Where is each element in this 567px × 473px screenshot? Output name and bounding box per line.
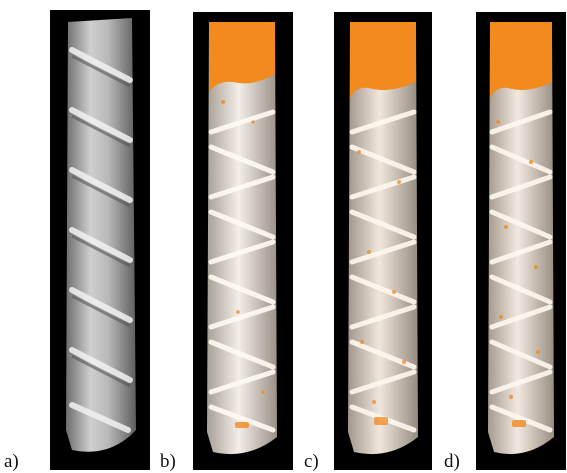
rebar-overlay-render-d bbox=[488, 22, 554, 455]
panel-c-label: c) bbox=[304, 451, 319, 472]
rebar-grayscale-render bbox=[66, 18, 136, 452]
panel-b-label: b) bbox=[160, 451, 176, 472]
rebar-overlay-render-c bbox=[348, 22, 418, 455]
panel-d-image bbox=[476, 12, 566, 470]
panel-a-label: a) bbox=[4, 451, 19, 472]
panel-a-image bbox=[50, 10, 150, 470]
rebar-overlay-render-b bbox=[207, 22, 277, 455]
panel-b-image bbox=[193, 12, 293, 470]
panel-d-label: d) bbox=[444, 451, 460, 472]
panel-c-image bbox=[334, 12, 432, 470]
